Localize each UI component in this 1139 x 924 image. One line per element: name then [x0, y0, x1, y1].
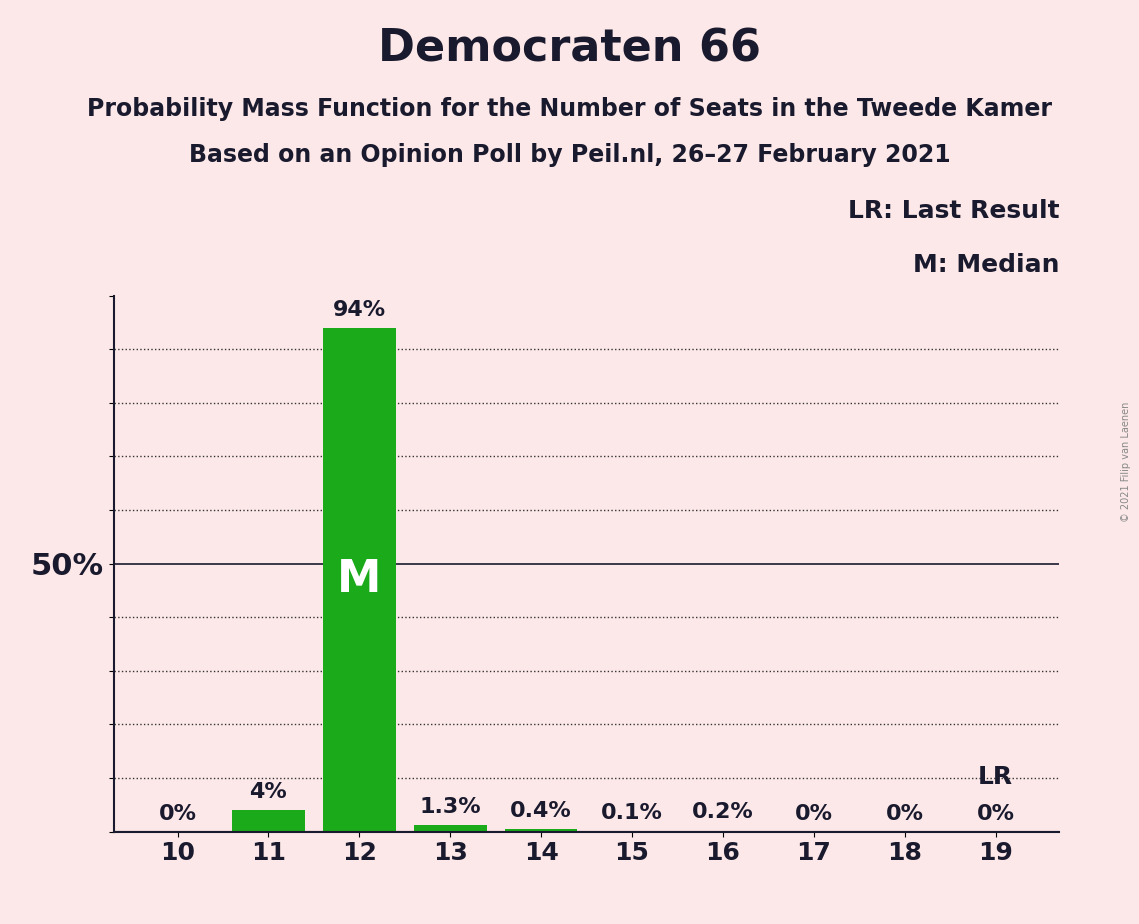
Bar	[687, 831, 760, 832]
Text: 0.2%: 0.2%	[693, 802, 754, 822]
Text: Probability Mass Function for the Number of Seats in the Tweede Kamer: Probability Mass Function for the Number…	[87, 97, 1052, 121]
Text: 0%: 0%	[976, 804, 1015, 823]
Text: 0.4%: 0.4%	[510, 801, 572, 821]
Bar	[505, 830, 577, 832]
Text: M: M	[337, 558, 382, 602]
Text: 94%: 94%	[333, 299, 386, 320]
Text: © 2021 Filip van Laenen: © 2021 Filip van Laenen	[1121, 402, 1131, 522]
Bar	[323, 328, 395, 832]
Text: 4%: 4%	[249, 782, 287, 802]
Text: 0.1%: 0.1%	[601, 803, 663, 823]
Text: 1.3%: 1.3%	[419, 796, 481, 817]
Text: 0%: 0%	[158, 804, 197, 823]
Text: LR: LR	[978, 765, 1014, 789]
Text: Based on an Opinion Poll by Peil.nl, 26–27 February 2021: Based on an Opinion Poll by Peil.nl, 26–…	[189, 143, 950, 167]
Text: 0%: 0%	[795, 804, 833, 823]
Text: M: Median: M: Median	[912, 253, 1059, 277]
Text: LR: Last Result: LR: Last Result	[847, 200, 1059, 224]
Bar	[413, 824, 486, 832]
Bar	[232, 810, 305, 832]
Text: 0%: 0%	[886, 804, 924, 823]
Text: Democraten 66: Democraten 66	[378, 28, 761, 71]
